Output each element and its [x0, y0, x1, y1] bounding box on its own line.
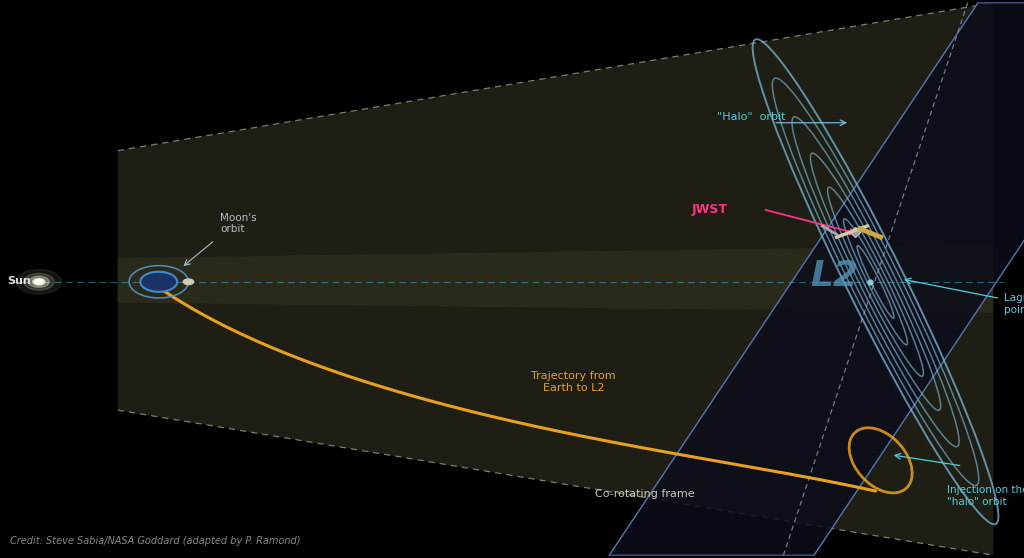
Text: Sun: Sun: [7, 276, 31, 286]
Text: L2: L2: [811, 259, 858, 293]
Circle shape: [35, 280, 43, 284]
Circle shape: [33, 278, 45, 285]
Text: Trajectory from
Earth to L2: Trajectory from Earth to L2: [531, 371, 615, 393]
Circle shape: [29, 276, 49, 287]
Circle shape: [183, 279, 194, 285]
Circle shape: [140, 272, 177, 292]
Text: Moon's
orbit: Moon's orbit: [220, 213, 257, 234]
Polygon shape: [118, 3, 993, 555]
Polygon shape: [118, 246, 993, 312]
Circle shape: [16, 270, 61, 294]
Text: JWST: JWST: [691, 203, 727, 216]
Text: Injection on the
"halo" orbit: Injection on the "halo" orbit: [947, 485, 1024, 507]
Text: Co-rotating frame: Co-rotating frame: [595, 489, 695, 499]
Text: Lagrange
point L2: Lagrange point L2: [1004, 294, 1024, 315]
Text: "Halo"  orbit: "Halo" orbit: [717, 112, 785, 122]
Polygon shape: [609, 3, 1024, 555]
Circle shape: [24, 273, 54, 290]
Text: Credit: Steve Sabia/NASA Goddard (adapted by P. Ramond): Credit: Steve Sabia/NASA Goddard (adapte…: [10, 536, 301, 546]
